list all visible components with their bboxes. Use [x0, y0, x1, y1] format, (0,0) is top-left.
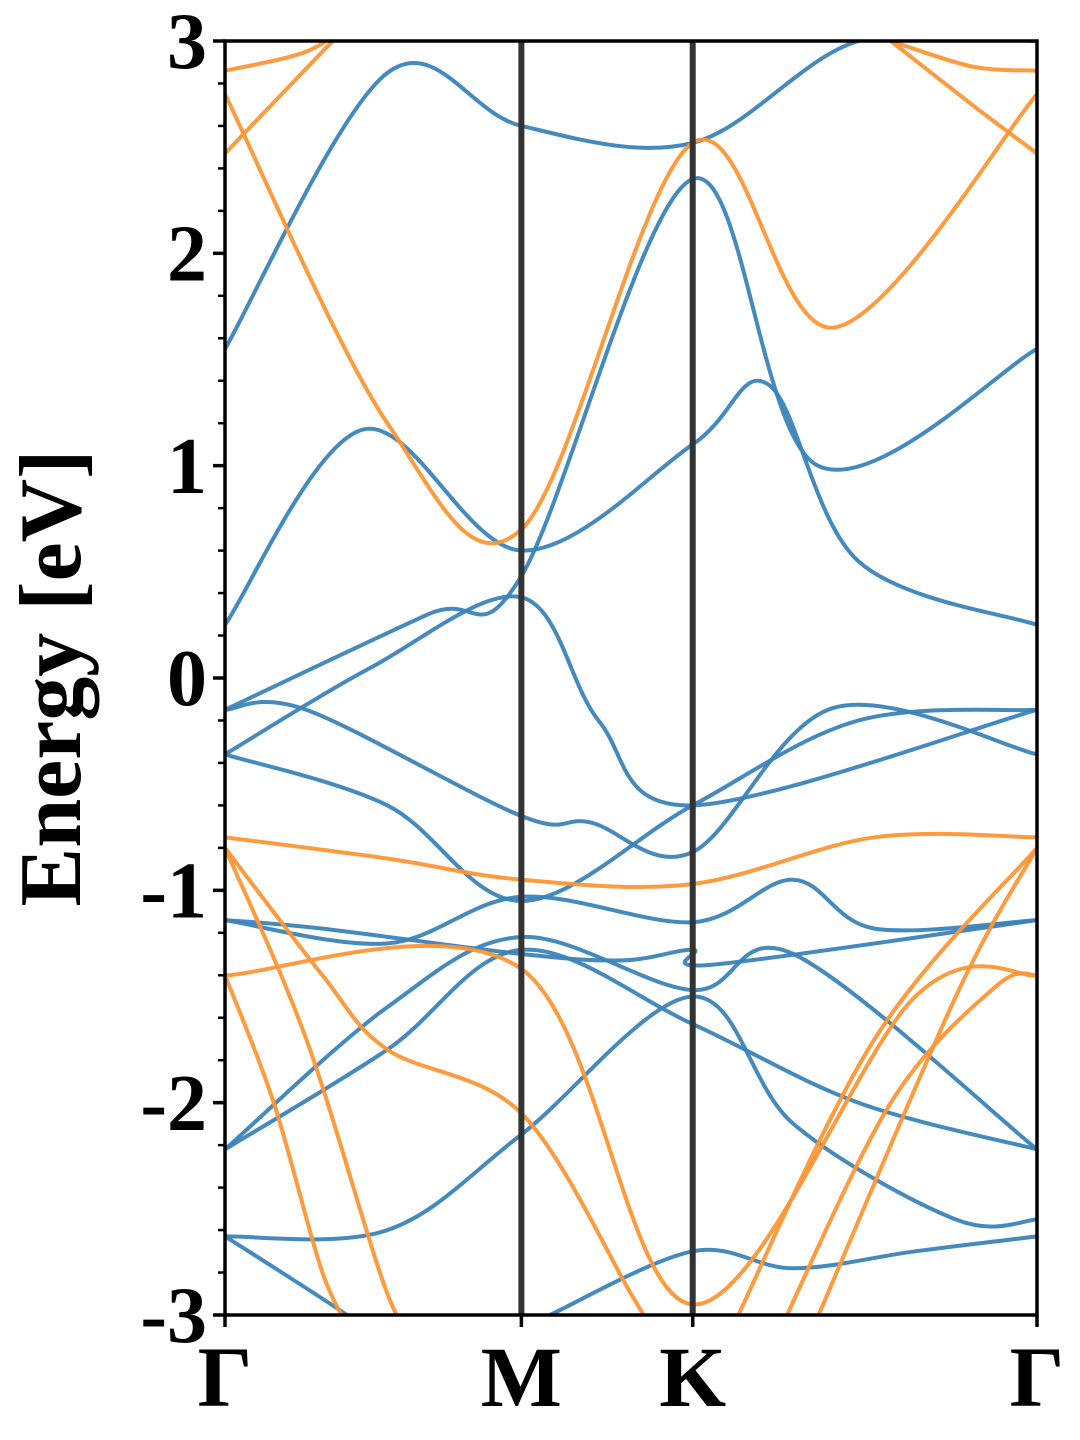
band-line-orange-22: [225, 845, 400, 1315]
band-line-blue-11: [225, 1234, 351, 1315]
kpoint-label: K: [659, 1329, 726, 1425]
band-line-blue-5: [225, 707, 1037, 903]
band-line-orange-25: [784, 971, 1037, 1315]
y-tick-label: -2: [140, 1060, 207, 1148]
band-line-orange-16: [225, 41, 330, 73]
band-line-orange-21: [816, 845, 1037, 1315]
band-line-orange-15: [888, 41, 1037, 156]
band-line-blue-8: [225, 934, 1037, 1152]
band-line-blue-9: [225, 947, 1037, 1152]
band-line-blue-10: [225, 994, 1037, 1242]
band-line-blue-12: [547, 1234, 1037, 1315]
y-tick-label: 3: [167, 0, 207, 86]
band-line-blue-2: [225, 176, 1037, 712]
band-line-orange-18: [225, 831, 1037, 889]
band-line-orange-14: [225, 41, 336, 156]
band-line-orange-20: [225, 845, 646, 1315]
y-tick-label: 2: [167, 211, 207, 299]
band-line-blue-4: [225, 700, 1037, 859]
y-axis-label: Energy [eV]: [3, 450, 100, 907]
kpoint-label: M: [481, 1329, 562, 1425]
y-tick-label: 0: [167, 635, 207, 723]
band-line-blue-6: [225, 877, 1037, 946]
band-line-blue-7: [225, 918, 1037, 968]
band-line-orange-23: [736, 845, 1037, 1315]
band-line-orange-19: [225, 943, 1037, 1307]
y-axis-ticks: 3 2 1 0 -1 -2 -3: [140, 0, 225, 1360]
band-line-blue-0: [225, 41, 1037, 351]
band-line-blue-1: [225, 378, 1037, 627]
series-layer: [225, 41, 1037, 1315]
band-line-orange-17: [888, 41, 1037, 73]
y-tick-label: -1: [140, 848, 207, 936]
band-line-orange-24: [225, 973, 345, 1315]
y-tick-label: -3: [140, 1272, 207, 1360]
kpoint-label: Γ: [1010, 1329, 1065, 1425]
y-tick-label: 1: [167, 423, 207, 511]
kpoint-label: Γ: [198, 1329, 253, 1425]
band-line-orange-13: [225, 92, 1037, 546]
band-line-blue-3: [225, 594, 1037, 808]
plot-frame: [223, 39, 1039, 1317]
kpoint-dividers: [518, 41, 696, 1315]
